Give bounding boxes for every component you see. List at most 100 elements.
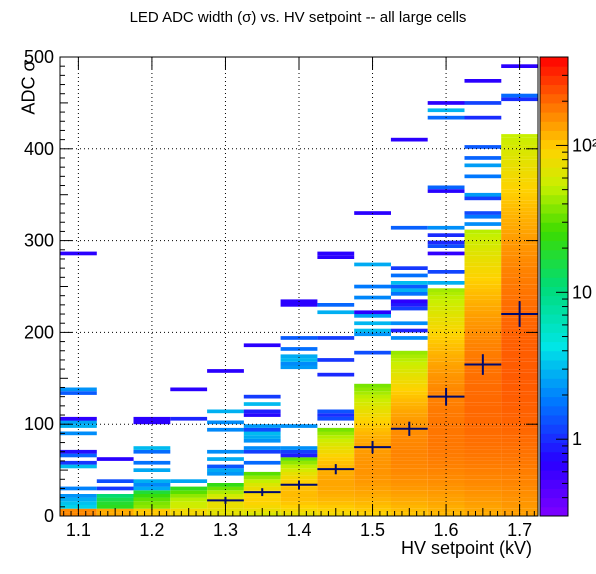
heatmap-cell xyxy=(464,486,502,491)
heatmap-cell xyxy=(280,497,318,502)
heatmap-cell xyxy=(317,336,355,340)
heatmap-cell xyxy=(317,501,355,505)
heatmap-cell xyxy=(354,420,391,425)
heatmap-cell xyxy=(170,479,208,483)
heatmap-cell xyxy=(354,416,391,421)
heatmap-cell xyxy=(427,101,465,105)
colorbar-swatch xyxy=(540,497,568,508)
heatmap-cell xyxy=(390,438,428,443)
heatmap-cell xyxy=(464,299,502,304)
colorbar-swatch xyxy=(540,240,568,251)
y-tick-label: 200 xyxy=(24,322,54,342)
heatmap-cell xyxy=(354,350,391,355)
heatmap-cell xyxy=(501,229,538,234)
heatmap-cell xyxy=(427,314,465,318)
heatmap-cell xyxy=(280,457,318,461)
heatmap-cell xyxy=(60,494,97,498)
heatmap-cell xyxy=(464,347,502,351)
heatmap-cell xyxy=(280,460,318,465)
heatmap-cell xyxy=(96,505,134,509)
heatmap-cell xyxy=(60,464,97,469)
heatmap-cell xyxy=(427,405,465,410)
heatmap-cell xyxy=(354,262,391,267)
heatmap-cell xyxy=(464,343,502,348)
heatmap-cell xyxy=(354,321,391,326)
heatmap-cell xyxy=(501,145,538,149)
heatmap-cell xyxy=(501,192,538,197)
heatmap-cell xyxy=(464,449,502,454)
heatmap-cell xyxy=(133,497,171,502)
heatmap-cell xyxy=(390,490,428,494)
heatmap-cell xyxy=(390,284,428,289)
heatmap-cell xyxy=(60,486,97,491)
heatmap-cell xyxy=(501,196,538,201)
heatmap-cell xyxy=(317,453,355,458)
heatmap-cell xyxy=(501,152,538,157)
heatmap-cell xyxy=(390,449,428,454)
heatmap-cell xyxy=(133,449,171,454)
heatmap-cell xyxy=(317,449,355,454)
heatmap-cell xyxy=(501,453,538,458)
heatmap-cell xyxy=(354,468,391,472)
heatmap-cell xyxy=(464,453,502,458)
color-scale-bar: 1 10 10² xyxy=(539,56,596,517)
heatmap-cell xyxy=(280,494,318,498)
heatmap-cell xyxy=(207,449,244,454)
heatmap-cell xyxy=(390,464,428,469)
heatmap-cell xyxy=(317,431,355,436)
heatmap-cell xyxy=(501,277,538,281)
heatmap-cell xyxy=(390,501,428,505)
heatmap-cell xyxy=(170,505,208,509)
heatmap-cell xyxy=(243,402,281,406)
heatmap-cell xyxy=(464,306,502,311)
heatmap-cell xyxy=(501,354,538,359)
heatmap-cell xyxy=(464,273,502,278)
heatmap-cell xyxy=(501,494,538,498)
heatmap-cell xyxy=(170,501,208,505)
heatmap-cell xyxy=(427,365,465,370)
heatmap-cell xyxy=(60,453,97,458)
heatmap-cell xyxy=(427,189,465,193)
heatmap-cell xyxy=(501,148,538,153)
heatmap-cell xyxy=(390,303,428,307)
heatmap-cell xyxy=(354,424,391,428)
heatmap-cell xyxy=(427,225,465,230)
heatmap-cell xyxy=(501,497,538,502)
colorbar-swatch xyxy=(540,479,568,489)
heatmap-cell xyxy=(354,310,391,315)
heatmap-cell xyxy=(390,405,428,410)
heatmap-cell xyxy=(280,501,318,505)
heatmap-cell xyxy=(464,383,502,388)
heatmap-cell xyxy=(317,494,355,498)
heatmap-cell xyxy=(427,354,465,359)
heatmap-cell xyxy=(354,438,391,443)
colorbar-swatch xyxy=(540,442,568,453)
heatmap-cell xyxy=(501,240,538,245)
heatmap-cell xyxy=(501,185,538,190)
heatmap-cell xyxy=(501,405,538,410)
heatmap-cell xyxy=(427,108,465,113)
heatmap-cell xyxy=(501,372,538,377)
colorbar-swatch xyxy=(540,304,568,315)
colorbar-swatch xyxy=(540,157,568,168)
colorbar-swatch xyxy=(540,506,568,517)
y-tick-label: 500 xyxy=(24,47,54,67)
heatmap-cell xyxy=(427,420,465,425)
heatmap-cell xyxy=(207,486,244,491)
heatmap-cell xyxy=(464,398,502,403)
colorbar-swatch xyxy=(540,185,568,196)
heatmap-cell xyxy=(464,156,502,160)
heatmap-cell xyxy=(243,479,281,483)
heatmap-cell xyxy=(390,394,428,399)
heatmap-cell xyxy=(317,505,355,509)
y-tick-label: 300 xyxy=(24,231,54,251)
heatmap-cell xyxy=(133,490,171,494)
heatmap-cell xyxy=(390,372,428,377)
heatmap-cell xyxy=(427,468,465,472)
heatmap-cell xyxy=(390,497,428,502)
heatmap-cell xyxy=(464,328,502,333)
heatmap-cell xyxy=(464,288,502,292)
heatmap-cell xyxy=(501,486,538,491)
heatmap-cells xyxy=(60,64,538,516)
heatmap-cell xyxy=(96,479,134,483)
